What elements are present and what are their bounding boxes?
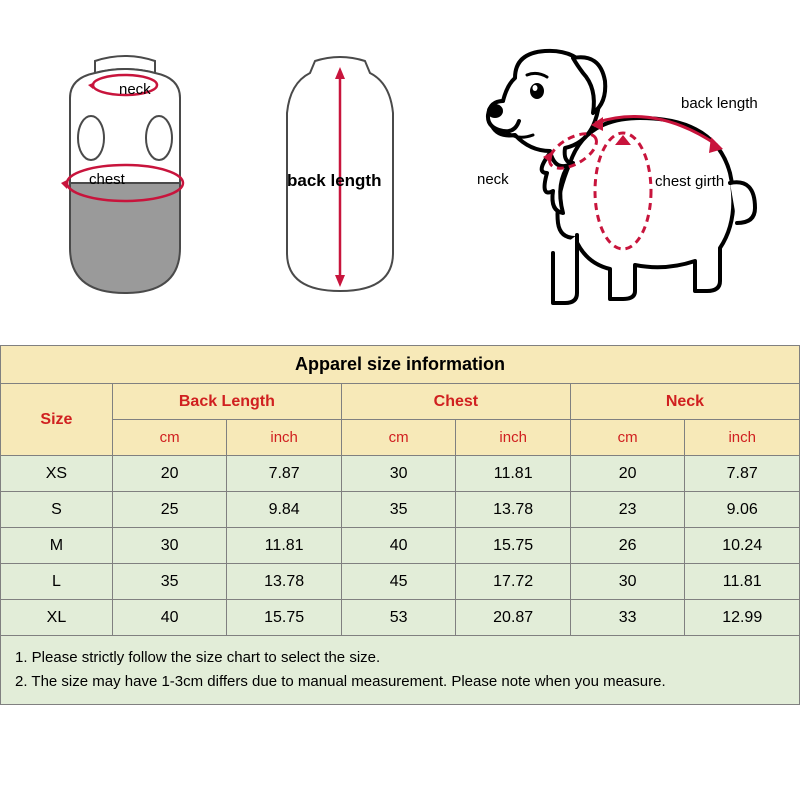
- cell: 30: [341, 456, 456, 492]
- cell: 20.87: [456, 600, 571, 636]
- table-row: L 35 13.78 45 17.72 30 11.81: [1, 564, 800, 600]
- dog-diagram: neck chest girth back length: [455, 23, 775, 323]
- table-row: XS 20 7.87 30 11.81 20 7.87: [1, 456, 800, 492]
- cell: 11.81: [227, 528, 342, 564]
- table-row: M 30 11.81 40 15.75 26 10.24: [1, 528, 800, 564]
- table-title: Apparel size information: [1, 346, 800, 384]
- cell: 11.81: [685, 564, 800, 600]
- bottom-padding: [0, 705, 800, 800]
- cell: 12.99: [685, 600, 800, 636]
- cell: 33: [570, 600, 685, 636]
- sub-inch: inch: [227, 420, 342, 456]
- cell: 30: [112, 528, 227, 564]
- dog-chest-girth-label: chest girth: [655, 173, 724, 190]
- size-table: Apparel size information Size Back Lengt…: [0, 345, 800, 705]
- cell-size: XS: [1, 456, 113, 492]
- size-table-wrap: Apparel size information Size Back Lengt…: [0, 345, 800, 705]
- garment-back-diagram: back length: [255, 43, 425, 303]
- cell: 13.78: [456, 492, 571, 528]
- cell: 17.72: [456, 564, 571, 600]
- cell-size: S: [1, 492, 113, 528]
- neck-label: neck: [119, 81, 151, 98]
- cell: 53: [341, 600, 456, 636]
- col-chest: Chest: [341, 384, 570, 420]
- cell: 10.24: [685, 528, 800, 564]
- cell: 45: [341, 564, 456, 600]
- garment-front-diagram: neck chest: [25, 43, 225, 303]
- cell: 15.75: [456, 528, 571, 564]
- sub-inch: inch: [456, 420, 571, 456]
- cell: 13.78: [227, 564, 342, 600]
- back-length-label: back length: [287, 171, 381, 191]
- col-back-length: Back Length: [112, 384, 341, 420]
- cell: 23: [570, 492, 685, 528]
- col-neck: Neck: [570, 384, 799, 420]
- cell: 35: [341, 492, 456, 528]
- diagram-area: neck chest back length: [0, 0, 800, 345]
- cell: 7.87: [685, 456, 800, 492]
- cell: 7.87: [227, 456, 342, 492]
- cell: 9.06: [685, 492, 800, 528]
- chest-label: chest: [89, 171, 125, 188]
- cell: 26: [570, 528, 685, 564]
- table-row: S 25 9.84 35 13.78 23 9.06: [1, 492, 800, 528]
- cell: 25: [112, 492, 227, 528]
- sub-cm: cm: [341, 420, 456, 456]
- cell: 15.75: [227, 600, 342, 636]
- sub-cm: cm: [570, 420, 685, 456]
- note-line: 1. Please strictly follow the size chart…: [15, 646, 785, 670]
- cell: 40: [341, 528, 456, 564]
- table-row: XL 40 15.75 53 20.87 33 12.99: [1, 600, 800, 636]
- cell: 20: [112, 456, 227, 492]
- col-size: Size: [1, 384, 113, 456]
- cell-size: M: [1, 528, 113, 564]
- cell-size: XL: [1, 600, 113, 636]
- dog-back-length-label: back length: [681, 95, 758, 112]
- cell: 40: [112, 600, 227, 636]
- size-notes: 1. Please strictly follow the size chart…: [1, 636, 800, 705]
- cell: 9.84: [227, 492, 342, 528]
- note-line: 2. The size may have 1-3cm differs due t…: [15, 670, 785, 694]
- cell: 30: [570, 564, 685, 600]
- dog-neck-label: neck: [477, 171, 509, 188]
- sub-inch: inch: [685, 420, 800, 456]
- sub-cm: cm: [112, 420, 227, 456]
- cell: 20: [570, 456, 685, 492]
- cell: 35: [112, 564, 227, 600]
- cell-size: L: [1, 564, 113, 600]
- cell: 11.81: [456, 456, 571, 492]
